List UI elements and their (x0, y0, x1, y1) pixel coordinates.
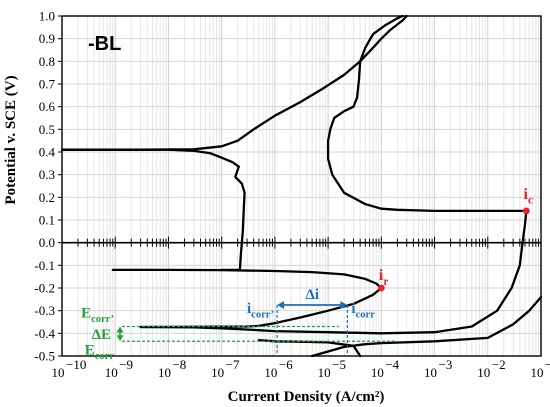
x-tick-label: 10 (105, 365, 118, 380)
delta-e-arrowhead-up (116, 326, 124, 333)
y-tick-label: 1.0 (39, 9, 55, 24)
y-tick-label: -0.5 (34, 349, 55, 364)
icorr-prime-label: icorr’ (247, 301, 274, 321)
delta-i-arrowhead-left (277, 301, 285, 309)
x-tick-exponent: −2 (492, 357, 506, 372)
x-tick-exponent: −7 (226, 357, 240, 372)
delta-i-arrowhead-right (340, 301, 348, 309)
y-tick-label: 0.2 (39, 190, 55, 205)
y-tick-label: 0.1 (39, 213, 55, 228)
y-axis-title: Potential v. SCE (V) (3, 75, 19, 204)
ic-label: ic (524, 186, 533, 207)
marker-point-1 (522, 207, 530, 215)
delta-e-label: ΔE (92, 327, 111, 343)
ecorr-prime-label: Ecorr’ (81, 306, 114, 326)
ecorr-label: Ecorr (85, 342, 115, 362)
y-tick-label: -0.1 (34, 258, 55, 273)
x-tick-exponent: −4 (385, 357, 399, 372)
series-line-4 (257, 338, 362, 358)
x-tick-exponent: −1 (545, 357, 550, 372)
y-tick-label: 0.7 (39, 77, 56, 92)
x-tick-exponent: −9 (119, 357, 133, 372)
icorr-label: icorr (351, 301, 375, 321)
y-tick-label: 0.6 (39, 99, 56, 114)
y-tick-label: -0.4 (34, 326, 55, 341)
delta-i-label: Δi (305, 287, 319, 303)
series-line-5 (60, 148, 246, 272)
y-tick-label: -0.3 (34, 303, 55, 318)
ir-label: ir (379, 267, 388, 288)
x-tick-label: 10 (211, 365, 224, 380)
panel-label: -BL (88, 33, 121, 55)
series-line-7 (326, 14, 528, 213)
plot-frame (61, 15, 542, 357)
x-tick-label: 10 (371, 365, 384, 380)
x-axis-title: Current Density (A/cm²) (228, 389, 385, 405)
x-tick-label: 10 (52, 365, 65, 380)
marker-point-2 (377, 284, 385, 292)
grid (61, 15, 542, 357)
delta-e-arrowhead-down (116, 335, 124, 342)
y-tick-label: 0.8 (39, 54, 55, 69)
x-tick-exponent: −5 (332, 357, 346, 372)
tick-labels: -0.5 -0.4 -0.3 -0.2 -0.1 0.0 0.1 0.2 0.3 0.4 0.5 0.… (34, 9, 550, 381)
x-tick-label: 10 (531, 365, 544, 380)
x-tick-label: 10 (264, 365, 277, 380)
x-tick-label: 10 (477, 365, 490, 380)
y-tick-label: -0.2 (34, 281, 55, 296)
x-tick-exponent: −8 (172, 357, 186, 372)
y-tick-label: 0.5 (39, 122, 55, 137)
axes (58, 15, 542, 357)
series-line-1 (111, 268, 383, 329)
x-tick-exponent: −6 (279, 357, 293, 372)
y-tick-label: 0.0 (39, 235, 55, 250)
x-tick-exponent: −10 (66, 357, 86, 372)
x-tick-label: 10 (158, 365, 171, 380)
y-tick-label: 0.3 (39, 167, 55, 182)
series-line-3 (310, 295, 543, 358)
y-tick-label: 0.4 (39, 145, 56, 160)
x-tick-label: 10 (424, 365, 437, 380)
series-line-2 (139, 209, 528, 335)
x-tick-label: 10 (318, 365, 331, 380)
series-line-6 (60, 14, 408, 151)
x-tick-exponent: −3 (439, 357, 453, 372)
y-tick-label: 0.9 (39, 31, 55, 46)
